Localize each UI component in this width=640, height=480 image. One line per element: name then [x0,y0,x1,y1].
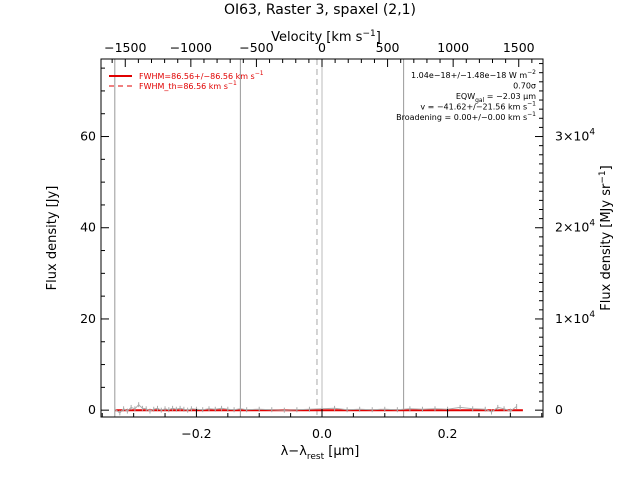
y-tick-label: 40 [80,220,96,235]
x-tick-label: 0.0 [312,426,332,441]
series-line-2 [114,403,517,414]
x-axis-label: λ−λrest [μm] [281,444,360,462]
top-tick-label: −500 [239,40,273,55]
right-tick-label: 1×104 [555,310,595,326]
plot-area [114,59,523,417]
y-tick-label: 60 [80,129,96,144]
right-tick-label: 3×104 [555,128,595,144]
annotation-line-0: 1.04e−18+/−1.48e−18 W m−2 [411,69,536,80]
annotation-line-3: v = −41.62+/−21.56 km s−1 [420,101,536,112]
y-tick-label: 0 [88,402,96,417]
legend-label-0: FWHM=86.56+/−86.56 km s−1 [139,70,264,81]
right-tick-label: 0 [555,402,563,417]
top-tick-label: 0 [318,40,326,55]
annotation-line-2: EQWgal = −2.03 μm [456,92,536,104]
x-tick-label: −0.2 [181,426,211,441]
y-axis-label: Flux density [Jy] [45,186,60,291]
top-axis-label: Velocity [km s−1] [271,29,381,45]
axis-ticks: −0.2 0.0 0.2 −1500 −1000 −500 0 500 1000 1500 0 20 4… [80,40,595,441]
annotation-line-1: 0.70σ [513,82,536,91]
top-tick-label: −1500 [104,40,146,55]
y-tick-label: 20 [80,311,96,326]
x-tick-label: 0.2 [438,426,458,441]
top-tick-label: 500 [376,40,400,55]
top-tick-label: 1000 [437,40,469,55]
top-tick-label: 1500 [503,40,535,55]
legend-label-1: FWHM_th=86.56 km s−1 [139,80,237,91]
right-tick-label: 2×104 [555,219,595,235]
top-tick-label: −1000 [170,40,212,55]
right-axis-label: Flux density [MJy sr−1] [598,165,614,310]
chart-title: OI63, Raster 3, spaxel (2,1) [224,2,416,18]
annotation-line-4: Broadening = 0.00+/−0.00 km s−1 [396,111,536,122]
